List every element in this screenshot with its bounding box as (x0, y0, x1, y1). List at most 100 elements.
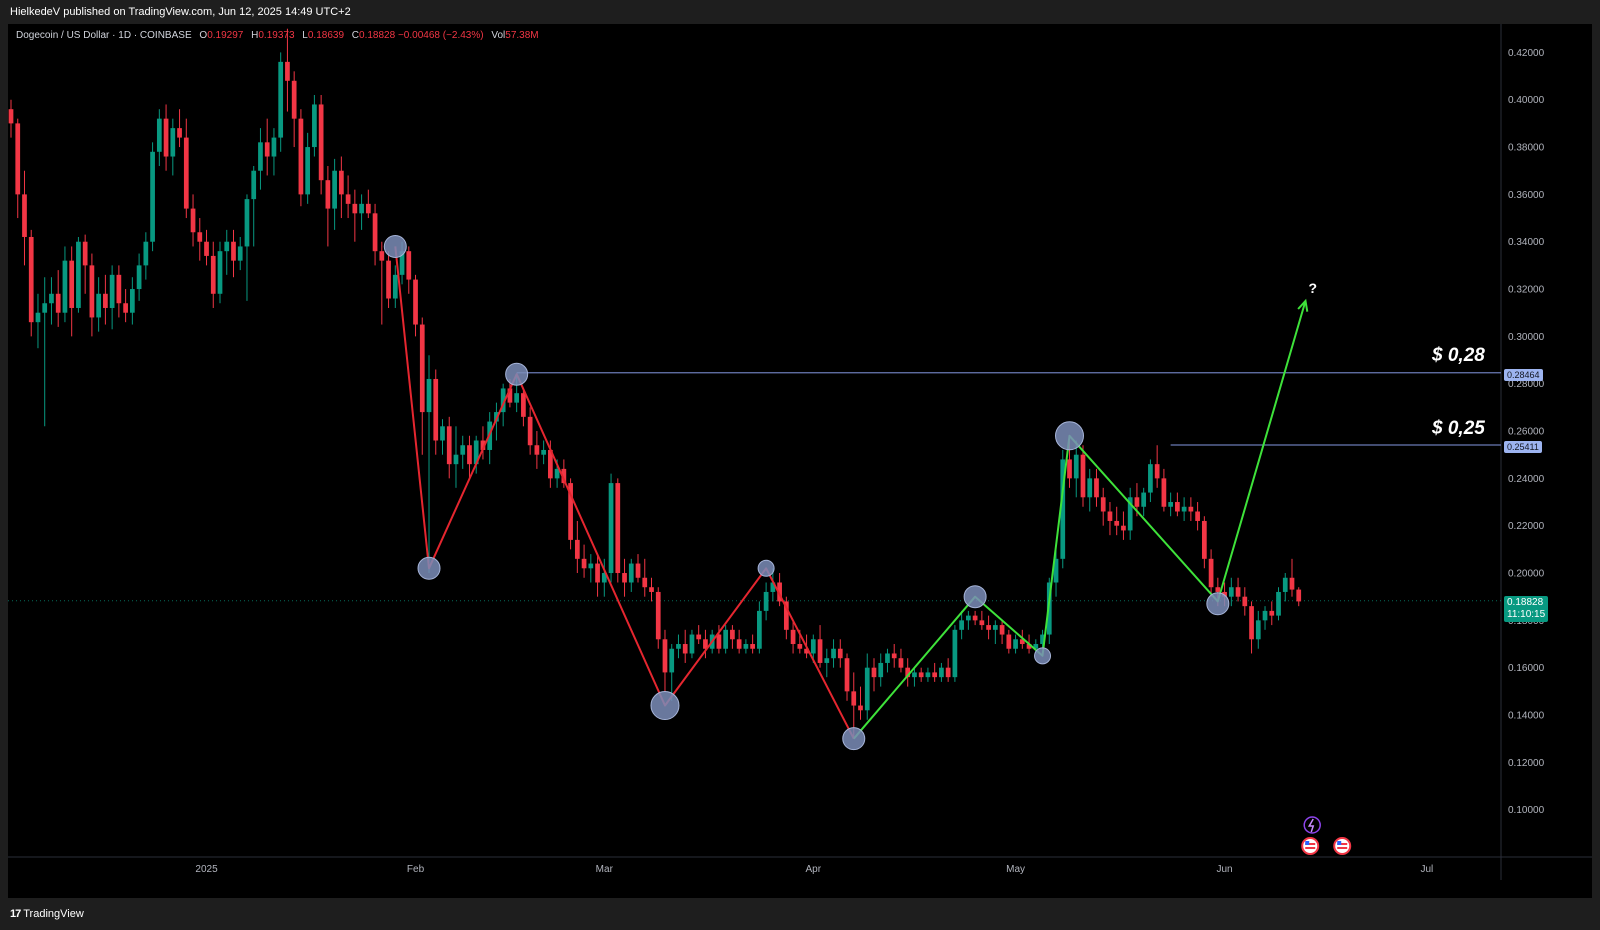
candle-body (918, 672, 924, 678)
x-tick-label: May (1006, 864, 1025, 875)
candle-body (1181, 506, 1187, 512)
symbol-title: Dogecoin / US Dollar · 1D · COINBASE (16, 30, 192, 41)
candle-body (467, 445, 472, 465)
candle-body (568, 483, 573, 540)
candle-body (1242, 596, 1248, 607)
candle-body (986, 625, 991, 630)
candle-body (285, 61, 290, 81)
candle-body (453, 454, 459, 465)
candle-body (392, 274, 398, 299)
candle-body (608, 483, 614, 574)
candle-body (339, 170, 344, 195)
flag-stripe (1305, 847, 1316, 849)
candle-body (224, 241, 230, 252)
candle-body (345, 194, 351, 204)
flag-canton (1337, 841, 1342, 845)
tradingview-logo[interactable]: 17 TradingView (10, 908, 84, 920)
candle-body (1228, 587, 1234, 597)
high-value: 0.19373 (258, 30, 295, 41)
x-tick-label: Jun (1217, 864, 1233, 875)
candle-body (129, 289, 135, 313)
candle-body (89, 265, 95, 318)
candle-body (959, 620, 964, 630)
candle-body (810, 639, 816, 654)
candle-body (595, 563, 600, 583)
candle-body (548, 449, 553, 479)
pivot-marker (1206, 592, 1230, 616)
candle-body (1094, 478, 1099, 498)
y-tick-label: 0.16000 (1508, 663, 1545, 674)
candle-body (312, 104, 317, 148)
candle-body (1175, 502, 1180, 512)
candle-body (1114, 520, 1120, 526)
candle-body (96, 293, 102, 318)
candle-body (588, 563, 594, 569)
candle-body (156, 118, 162, 152)
candle-body (1013, 639, 1018, 649)
candle-body (642, 577, 648, 588)
candle-body (419, 324, 425, 413)
level-label-025: $ 0,25 (1432, 418, 1485, 439)
candle-body (858, 705, 863, 711)
candle-body (1134, 497, 1140, 507)
tradingview-mark-icon: 17 (10, 908, 21, 920)
candle-body (682, 644, 688, 654)
candle-body (581, 558, 587, 569)
volume-label: Vol (491, 30, 506, 41)
close-label: C (351, 30, 360, 41)
open-value: 0.19297 (207, 30, 244, 41)
candle-body (790, 629, 796, 645)
x-tick-label: 2025 (195, 864, 218, 875)
y-tick-label: 0.36000 (1508, 190, 1545, 201)
candle-body (871, 667, 877, 678)
candle-body (817, 639, 823, 663)
candle-body (143, 241, 149, 266)
y-tick-label: 0.12000 (1508, 758, 1545, 769)
y-tick-label: 0.10000 (1508, 805, 1545, 816)
candle-body (669, 648, 675, 673)
candle-body (635, 563, 641, 578)
candle-body (554, 468, 560, 479)
candle-body (325, 180, 331, 209)
pivot-marker (650, 691, 680, 721)
y-tick-label: 0.20000 (1508, 569, 1545, 580)
candle-body (231, 241, 236, 261)
candle-body (689, 634, 695, 654)
x-tick-label: Feb (407, 864, 425, 875)
candle-body (1195, 511, 1200, 521)
candle-body (527, 416, 533, 446)
candle-body (1087, 478, 1093, 498)
candle-body (1006, 634, 1012, 649)
candle-body (851, 691, 857, 706)
candle-body (703, 639, 708, 649)
candle-body (8, 109, 14, 124)
candle-body (359, 203, 364, 214)
candle-body (190, 208, 196, 233)
flag-stripe (1337, 843, 1348, 845)
candle-body (15, 123, 21, 195)
y-tick-label: 0.42000 (1508, 48, 1545, 59)
candle-body (534, 445, 540, 455)
candle-body (1296, 589, 1302, 602)
candle-body (413, 279, 418, 325)
candle-body (69, 260, 75, 308)
candle-body (1168, 502, 1173, 507)
candle-body (473, 440, 479, 465)
candle-body (541, 449, 546, 455)
candle-body (372, 213, 378, 252)
candle-body (204, 241, 209, 256)
chart-panel[interactable]: 0.42000 0.40000 0.38000 0.36000 0.34000 0.320… (8, 24, 1592, 898)
high-label: H (251, 30, 259, 41)
candle-body (197, 232, 203, 242)
candlestick-chart[interactable]: 0.42000 0.40000 0.38000 0.36000 0.34000 0.320… (8, 24, 1592, 898)
candle-body (797, 644, 803, 649)
candle-body (514, 393, 520, 403)
candle-body (844, 658, 850, 692)
footer: 17 TradingView (0, 898, 1600, 930)
candle-body (662, 639, 668, 673)
red-downtrend-path (394, 246, 855, 740)
candle-body (480, 440, 486, 450)
candle-body (777, 582, 782, 602)
candle-body (1201, 520, 1207, 559)
candle-body (1148, 464, 1153, 493)
